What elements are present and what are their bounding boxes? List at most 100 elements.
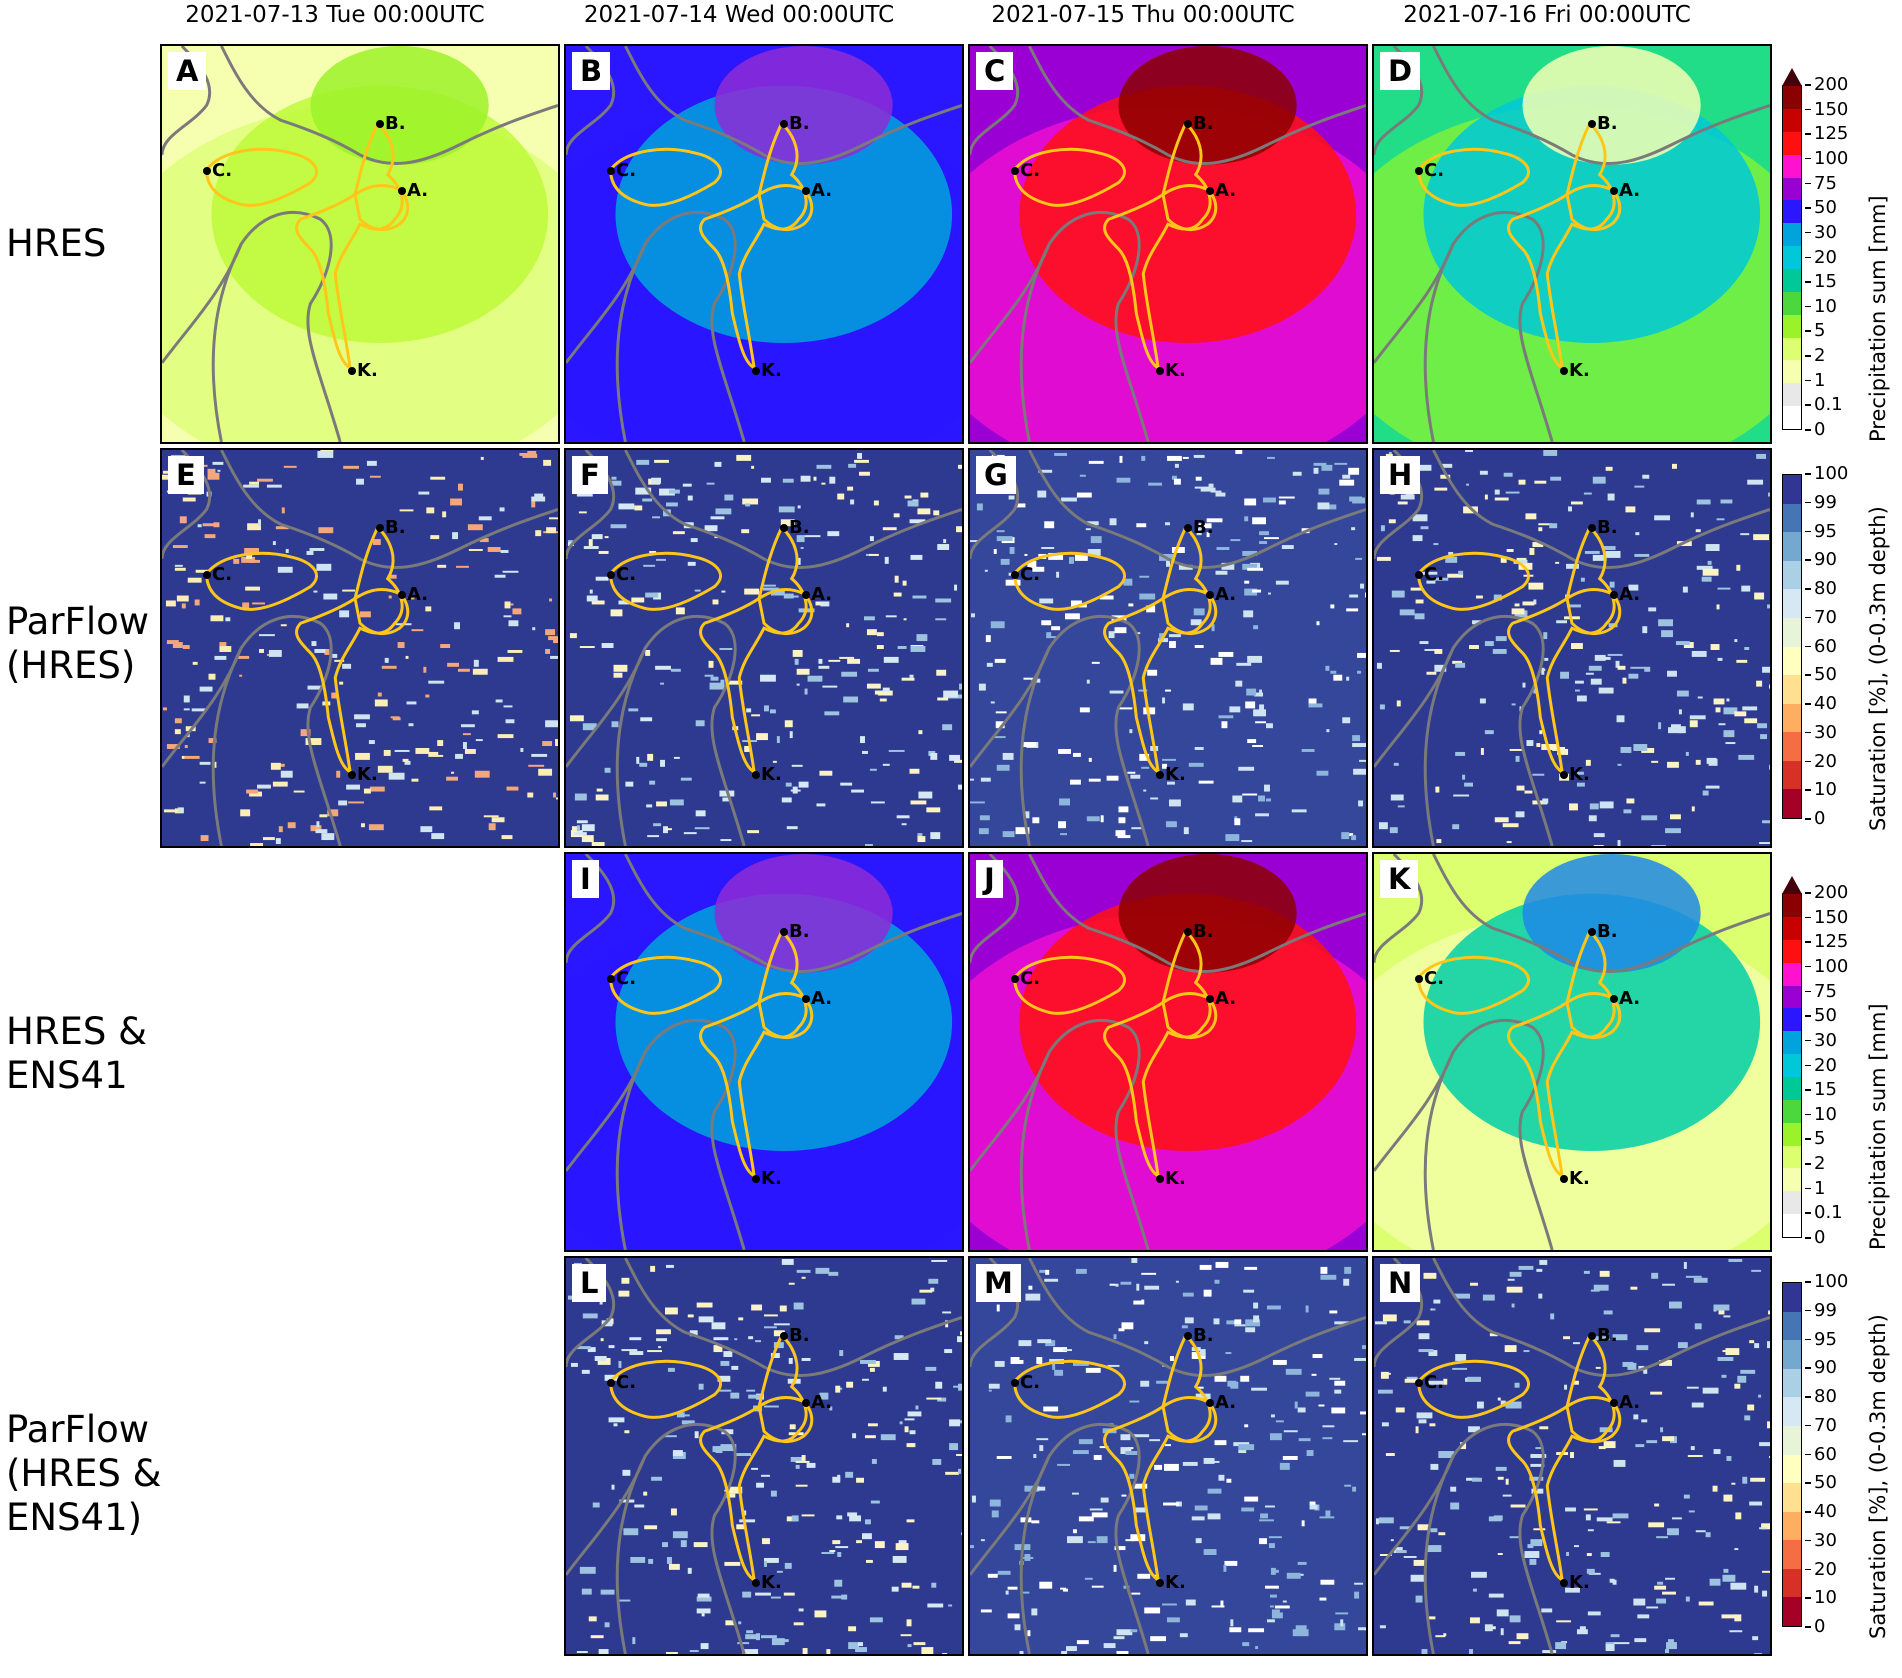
saturation-cell [1048, 552, 1064, 560]
city-label: B. [789, 921, 810, 942]
saturation-cell [1316, 770, 1329, 776]
city-label: B. [385, 517, 406, 538]
city-label: A. [1215, 584, 1237, 605]
saturation-cell [926, 1397, 942, 1400]
saturation-cell [1252, 745, 1264, 747]
saturation-cell [864, 1519, 871, 1525]
saturation-cell [1349, 594, 1359, 598]
saturation-cell [1241, 1507, 1255, 1512]
colorbar-tick-label: 200 [1804, 882, 1849, 903]
colorbar-tick-label: 100 [1804, 1271, 1849, 1292]
saturation-cell [1661, 630, 1673, 638]
saturation-cell [764, 1405, 779, 1408]
saturation-cell [961, 1532, 962, 1536]
saturation-cell [1031, 1608, 1038, 1616]
saturation-cell [849, 1515, 862, 1522]
saturation-cell [682, 483, 692, 487]
saturation-cell [1184, 1317, 1194, 1324]
saturation-cell [1482, 1294, 1495, 1301]
saturation-cell [1354, 1357, 1366, 1361]
saturation-cell [719, 1389, 732, 1392]
saturation-cell [916, 634, 928, 642]
saturation-cell [945, 1471, 960, 1475]
saturation-cell [611, 721, 619, 728]
saturation-cell [1067, 1536, 1083, 1544]
saturation-cell [818, 658, 823, 664]
panel-letter: A [168, 52, 207, 90]
saturation-cell [1326, 729, 1330, 733]
saturation-cell [721, 1429, 734, 1435]
saturation-cell [1207, 1513, 1221, 1520]
colorbar-swatch [1783, 962, 1801, 986]
saturation-cell [1636, 1345, 1649, 1351]
saturation-cell [655, 665, 671, 670]
saturation-cell [342, 663, 352, 669]
saturation-cell [534, 493, 544, 498]
saturation-cell [760, 674, 776, 682]
saturation-cell [996, 764, 1010, 771]
saturation-cell [411, 778, 419, 782]
saturation-cell [893, 1353, 909, 1360]
saturation-cell [1131, 1258, 1138, 1263]
map-field [970, 1258, 1366, 1654]
saturation-cell [1130, 1629, 1138, 1633]
saturation-cell [1036, 1438, 1049, 1441]
saturation-cell [246, 789, 259, 794]
saturation-cell [883, 656, 899, 663]
saturation-cell [1399, 1526, 1411, 1530]
panel-letter: H [1380, 456, 1421, 494]
saturation-cell [1403, 1320, 1411, 1324]
saturation-cell [669, 799, 684, 806]
city-marker: K. [1156, 766, 1186, 784]
saturation-cell [1633, 1414, 1639, 1420]
saturation-cell [1737, 1375, 1747, 1383]
saturation-cell [1235, 450, 1243, 454]
saturation-cell [1530, 1539, 1543, 1547]
saturation-cell [1037, 1339, 1052, 1344]
saturation-cell [1484, 1624, 1493, 1632]
saturation-cell [613, 672, 623, 678]
saturation-cell [954, 584, 958, 591]
saturation-cell [1278, 500, 1286, 505]
catchment-outline [609, 955, 722, 1015]
saturation-cell [864, 844, 873, 846]
city-marker: C. [1011, 566, 1040, 584]
saturation-cell [179, 516, 187, 524]
saturation-cell [1465, 450, 1473, 452]
city-marker: C. [607, 566, 636, 584]
row-title-hres-ens41: HRES & ENS41 [6, 1010, 148, 1097]
saturation-cell [882, 1386, 887, 1392]
saturation-cell [1504, 1345, 1517, 1353]
colorbar-tick-label: 200 [1804, 74, 1849, 95]
saturation-cell [1659, 1359, 1672, 1366]
saturation-cell [1163, 1502, 1179, 1506]
saturation-cell [621, 1349, 638, 1352]
saturation-cell [212, 461, 224, 465]
saturation-cell [1391, 590, 1405, 598]
saturation-cell [1041, 547, 1055, 549]
saturation-cell [640, 717, 653, 722]
colorbar-swatch [1783, 383, 1801, 407]
colorbar-tick-label: 0 [1804, 808, 1826, 829]
saturation-cell [618, 1599, 631, 1602]
saturation-cell [1677, 1342, 1688, 1349]
saturation-cell [684, 1414, 690, 1417]
saturation-cell [1500, 556, 1507, 563]
saturation-cell [670, 1508, 677, 1516]
saturation-cell [1376, 662, 1382, 669]
catchment-outline [1161, 1395, 1218, 1444]
saturation-cell [997, 1570, 1011, 1575]
saturation-cell [1494, 489, 1500, 495]
saturation-cell [1713, 1304, 1730, 1311]
saturation-cell [915, 1405, 919, 1410]
saturation-cell [652, 516, 661, 519]
saturation-cell [436, 754, 444, 757]
colorbar-tick-label: 30 [1805, 1529, 1837, 1551]
saturation-cell [191, 708, 207, 712]
saturation-cell [1355, 557, 1363, 560]
panel-letter: D [1380, 52, 1421, 90]
saturation-cell [1247, 739, 1257, 744]
city-dot [802, 1399, 810, 1407]
saturation-cell [943, 690, 959, 698]
saturation-cell [695, 810, 706, 817]
